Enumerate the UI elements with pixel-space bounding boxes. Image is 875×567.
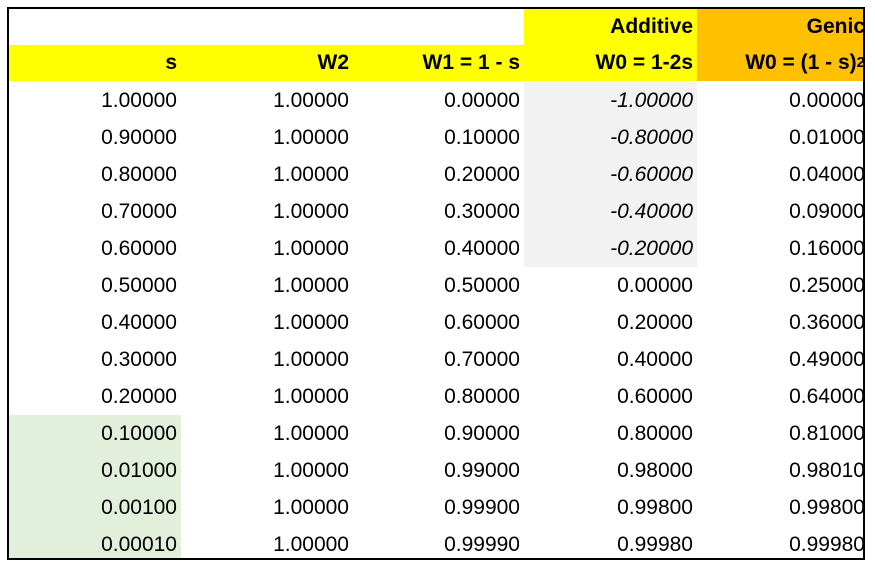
cell-w0-genic: 0.36000 bbox=[789, 311, 865, 334]
cell-w1: 0.40000 bbox=[444, 237, 520, 260]
cell-w0-additive: 0.60000 bbox=[617, 385, 693, 408]
cell-w2: 1.00000 bbox=[273, 496, 349, 519]
cell-w2: 1.00000 bbox=[273, 200, 349, 223]
header-s: s bbox=[9, 45, 181, 81]
cell-w1: 0.90000 bbox=[444, 422, 520, 445]
cell-w2: 1.00000 bbox=[273, 422, 349, 445]
cell-w1: 0.50000 bbox=[444, 274, 520, 297]
header-w0-genic-superscript: 2 bbox=[856, 54, 865, 71]
cell-w2: 1.00000 bbox=[273, 126, 349, 149]
cell-w0-additive: 0.98000 bbox=[617, 459, 693, 482]
cell-w0-genic: 0.49000 bbox=[789, 348, 865, 371]
cell-w1: 0.70000 bbox=[444, 348, 520, 371]
cell-w0-genic: 0.25000 bbox=[789, 274, 865, 297]
cell-s: 1.00000 bbox=[101, 89, 177, 112]
cell-w2: 1.00000 bbox=[273, 459, 349, 482]
cell-w0-genic: 0.64000 bbox=[789, 385, 865, 408]
cell-w1: 0.60000 bbox=[444, 311, 520, 334]
cell-w0-genic: 0.99980 bbox=[789, 533, 865, 556]
cell-w0-genic: 0.81000 bbox=[789, 422, 865, 445]
cell-s: 0.20000 bbox=[101, 385, 177, 408]
header-w2: W2 bbox=[181, 45, 353, 81]
cell-w1: 0.20000 bbox=[444, 163, 520, 186]
cell-w0-additive: -0.20000 bbox=[524, 230, 697, 267]
header-w1: W1 = 1 - s bbox=[353, 45, 524, 81]
cell-s: 0.40000 bbox=[101, 311, 177, 334]
cell-w0-genic: 0.99800 bbox=[789, 496, 865, 519]
cell-w0-additive: 0.00000 bbox=[617, 274, 693, 297]
cell-s: 0.50000 bbox=[101, 274, 177, 297]
cell-w2: 1.00000 bbox=[273, 311, 349, 334]
cell-w1: 0.99000 bbox=[444, 459, 520, 482]
cell-s: 0.10000 bbox=[9, 415, 181, 452]
cell-s: 0.00010 bbox=[9, 526, 181, 558]
cell-w2: 1.00000 bbox=[273, 385, 349, 408]
cell-w1: 0.99900 bbox=[444, 496, 520, 519]
cell-w0-additive: -1.00000 bbox=[524, 82, 697, 119]
cell-s: 0.60000 bbox=[101, 237, 177, 260]
cell-w1: 0.99990 bbox=[444, 533, 520, 556]
cell-w0-additive: -0.60000 bbox=[524, 156, 697, 193]
cell-w0-genic: 0.16000 bbox=[789, 237, 865, 260]
cell-w0-additive: -0.40000 bbox=[524, 193, 697, 230]
cell-w1: 0.30000 bbox=[444, 200, 520, 223]
cell-w0-genic: 0.09000 bbox=[789, 200, 865, 223]
spreadsheet-table: Additive Genic s W2 W1 = 1 - s W0 = 1-2s… bbox=[7, 7, 865, 560]
cell-s: 0.70000 bbox=[101, 200, 177, 223]
cell-w0-additive: 0.40000 bbox=[617, 348, 693, 371]
cell-w0-genic: 0.01000 bbox=[789, 126, 865, 149]
cell-s: 0.30000 bbox=[101, 348, 177, 371]
cell-w0-additive: 0.20000 bbox=[617, 311, 693, 334]
cell-s: 0.00100 bbox=[9, 489, 181, 526]
cell-w2: 1.00000 bbox=[273, 163, 349, 186]
cell-s: 0.01000 bbox=[9, 452, 181, 489]
cell-w0-additive: 0.80000 bbox=[617, 422, 693, 445]
cell-w2: 1.00000 bbox=[273, 237, 349, 260]
header-genic: Genic bbox=[697, 9, 863, 45]
cell-w0-additive: 0.99800 bbox=[617, 496, 693, 519]
cell-w0-genic: 0.04000 bbox=[789, 163, 865, 186]
cell-w2: 1.00000 bbox=[273, 274, 349, 297]
header-w0-genic-text: W0 = (1 - s) bbox=[745, 51, 857, 74]
cell-w1: 0.80000 bbox=[444, 385, 520, 408]
cell-w2: 1.00000 bbox=[273, 89, 349, 112]
cell-s: 0.90000 bbox=[101, 126, 177, 149]
header-w0-additive: W0 = 1-2s bbox=[524, 45, 697, 81]
header-w0-genic: W0 = (1 - s)2 bbox=[697, 45, 865, 81]
header-additive: Additive bbox=[524, 9, 697, 45]
cell-w2: 1.00000 bbox=[273, 348, 349, 371]
cell-w0-genic: 0.98010 bbox=[789, 459, 865, 482]
cell-w1: 0.10000 bbox=[444, 126, 520, 149]
cell-w0-additive: 0.99980 bbox=[617, 533, 693, 556]
cell-w1: 0.00000 bbox=[444, 89, 520, 112]
cell-w2: 1.00000 bbox=[273, 533, 349, 556]
cell-w0-genic: 0.00000 bbox=[789, 89, 865, 112]
cell-w0-additive: -0.80000 bbox=[524, 119, 697, 156]
cell-s: 0.80000 bbox=[101, 163, 177, 186]
